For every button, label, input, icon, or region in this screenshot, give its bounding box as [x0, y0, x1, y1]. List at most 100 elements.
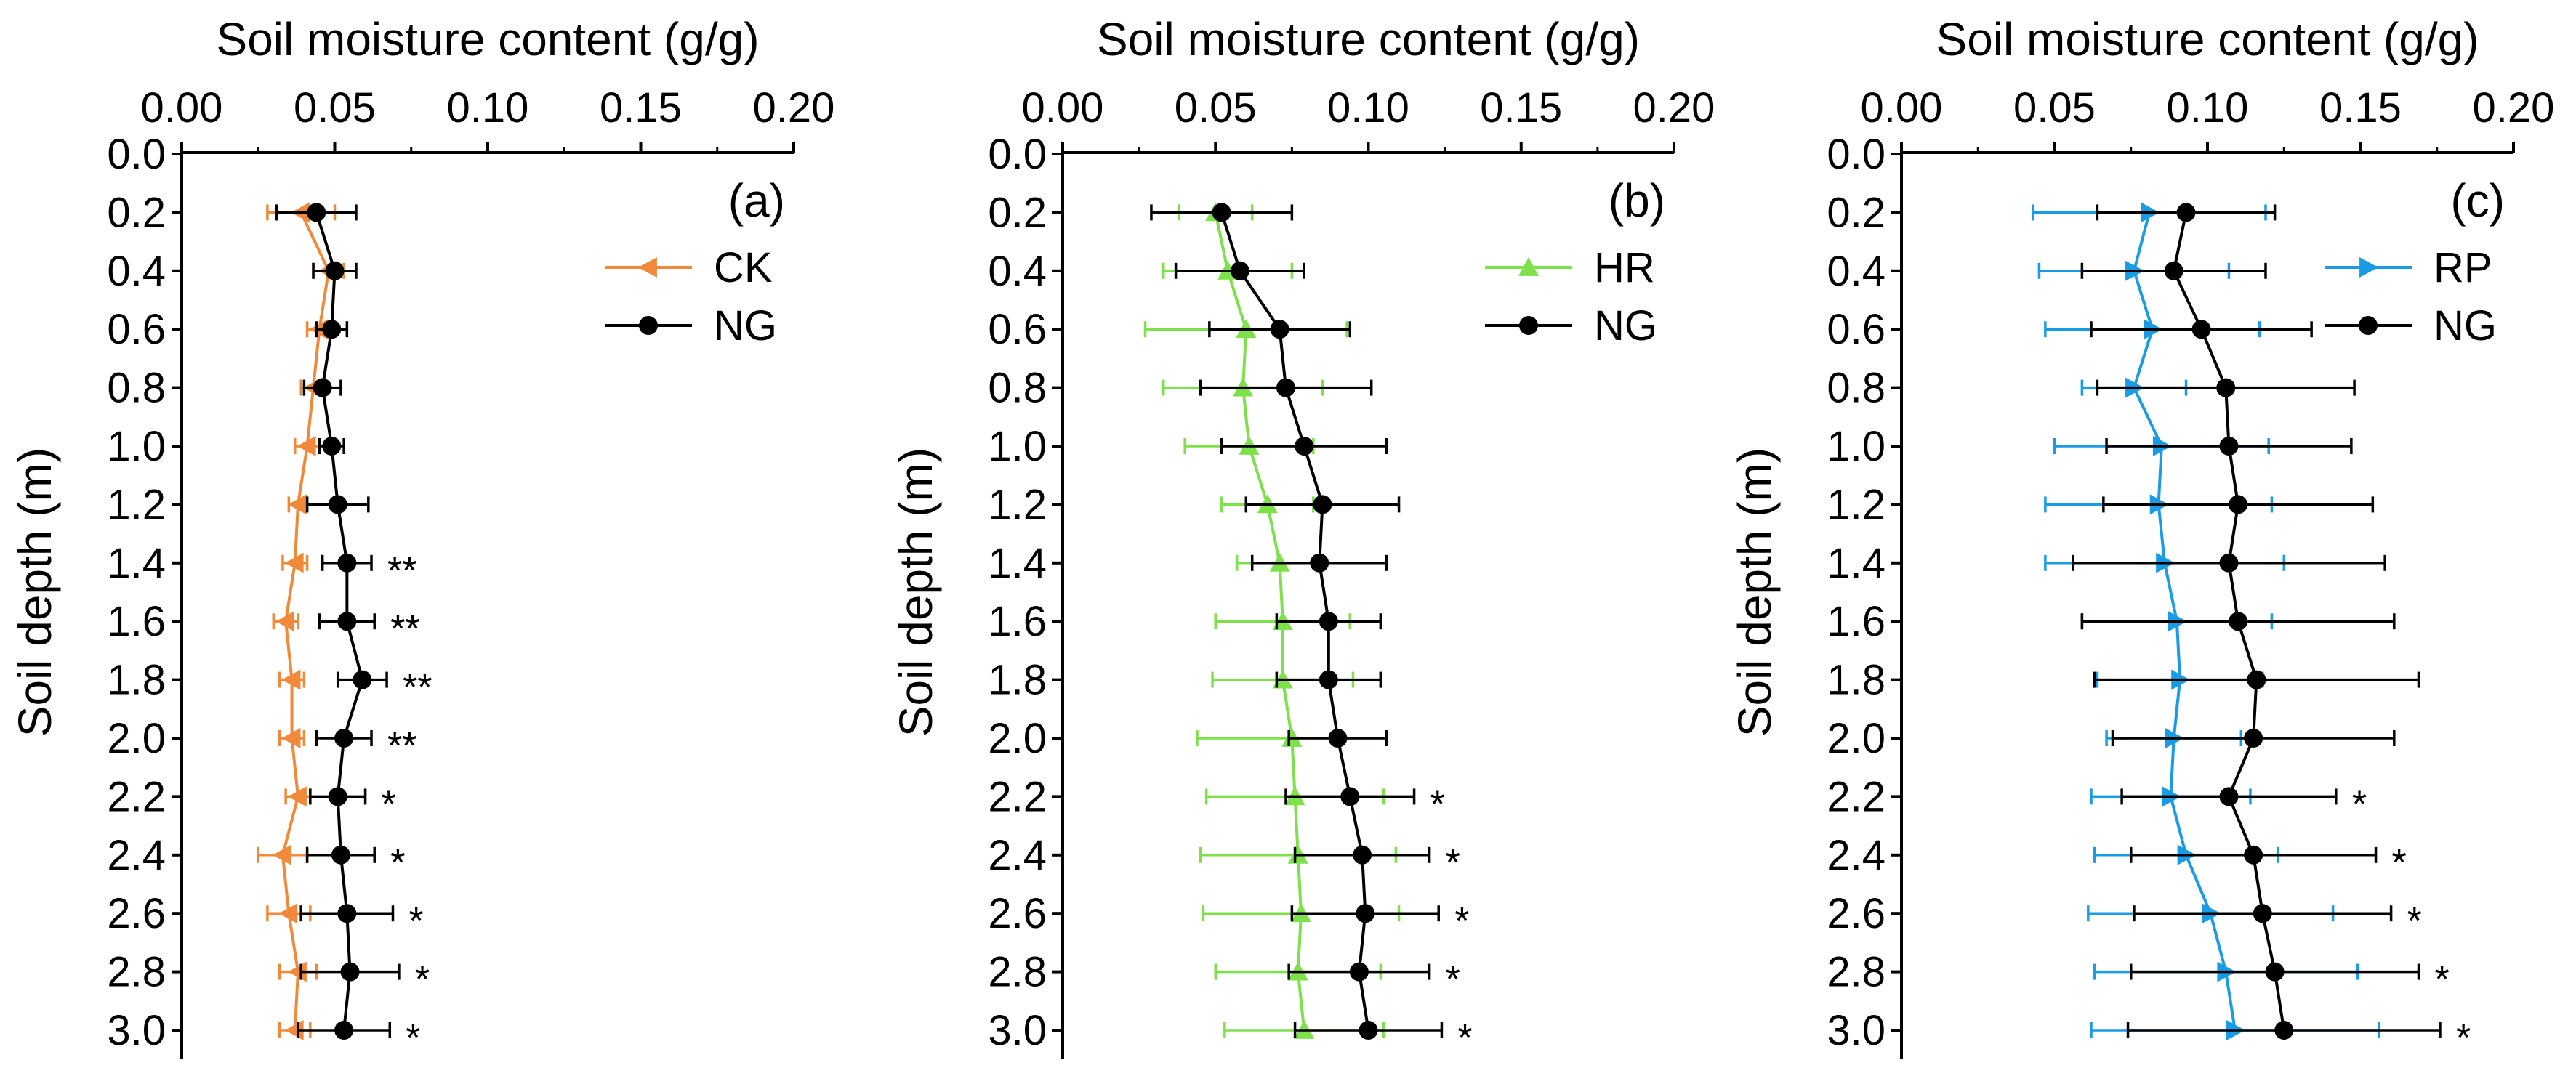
y-tick-label: 1.2	[988, 481, 1047, 528]
y-tick-label: 1.0	[988, 423, 1047, 470]
data-point	[1270, 320, 1289, 339]
data-point	[1230, 261, 1249, 280]
x-tick-label: 0.15	[2319, 84, 2402, 132]
data-point	[2191, 320, 2211, 339]
y-tick-label: 2.6	[1827, 890, 1885, 937]
data-point	[313, 378, 332, 397]
panel-label: (a)	[728, 174, 785, 227]
legend-label: NG	[2434, 302, 2497, 349]
data-point	[2253, 904, 2272, 923]
data-point	[2229, 612, 2248, 631]
data-point	[297, 436, 316, 456]
data-point	[340, 962, 360, 982]
data-point	[1313, 495, 1332, 514]
y-tick-label: 0.4	[988, 248, 1047, 295]
panel-label: (c)	[2450, 174, 2505, 227]
y-tick-label: 0.4	[107, 248, 166, 295]
y-axis-title: Soil depth (m)	[1728, 448, 1781, 737]
x-tick-label: 0.10	[447, 84, 529, 132]
y-tick-label: 0.2	[1827, 189, 1885, 236]
x-tick-label: 0.10	[1327, 84, 1409, 132]
y-axis-title: Soil depth (m)	[890, 448, 942, 737]
significance-marker: *	[1446, 959, 1460, 1001]
y-tick-label: 0.6	[1827, 306, 1885, 353]
significance-marker: *	[1454, 900, 1469, 942]
legend-entry-ng: NG	[1485, 302, 1657, 349]
legend-entry-ck: CK	[605, 244, 773, 291]
y-tick-label: 0.0	[1827, 131, 1885, 178]
x-tick-label: 0.20	[1633, 84, 1715, 132]
significance-marker: *	[1446, 842, 1460, 884]
significance-marker: *	[390, 842, 405, 884]
y-tick-label: 1.2	[107, 481, 166, 528]
data-point	[325, 261, 345, 280]
y-tick-label: 1.2	[1827, 481, 1885, 528]
data-point	[2244, 845, 2263, 865]
data-point	[2244, 729, 2263, 748]
y-tick-label: 2.0	[988, 715, 1047, 762]
legend-entry-ng: NG	[605, 302, 777, 349]
y-tick-label: 2.4	[107, 832, 166, 879]
x-tick-label: 0.00	[1022, 84, 1104, 132]
x-tick-label: 0.15	[600, 84, 682, 132]
x-axis-title: Soil moisture content (g/g)	[217, 13, 760, 65]
y-tick-label: 1.6	[107, 598, 166, 645]
legend-marker	[2359, 316, 2378, 335]
data-point	[2164, 261, 2183, 280]
significance-marker: **	[390, 608, 419, 650]
significance-marker: *	[2456, 1017, 2471, 1059]
significance-marker: *	[1430, 783, 1445, 825]
y-tick-label: 1.8	[107, 657, 166, 704]
data-point	[328, 495, 347, 514]
data-point	[272, 844, 291, 865]
legend-entry-rp: RP	[2325, 244, 2492, 291]
significance-marker: *	[2392, 842, 2407, 884]
y-tick-label: 2.8	[107, 949, 166, 996]
y-tick-label: 2.4	[1827, 832, 1885, 879]
data-point	[1310, 553, 1329, 573]
chart-panel-c: 0.00 0.05 0.10 0.15 0.20 Soil moisture conten…	[1728, 13, 2554, 1059]
y-tick-label: 0.8	[107, 365, 166, 412]
data-point	[2274, 1021, 2294, 1040]
data-point	[2219, 437, 2239, 456]
y-tick-label: 2.6	[107, 890, 166, 937]
x-axis-title: Soil moisture content (g/g)	[1936, 13, 2479, 65]
legend-entry-hr: HR	[1485, 244, 1655, 291]
y-tick-label: 2.8	[1827, 949, 1885, 996]
significance-marker: *	[2352, 783, 2367, 825]
legend-label: CK	[714, 244, 773, 291]
data-point	[2176, 203, 2196, 222]
significance-marker: *	[2434, 959, 2449, 1001]
x-tick-label: 0.05	[1175, 84, 1257, 132]
data-point	[334, 729, 354, 748]
data-point	[281, 669, 301, 690]
x-tick-label: 0.05	[294, 84, 376, 132]
y-tick-label: 0.0	[988, 131, 1047, 178]
data-point	[278, 903, 298, 924]
data-point	[328, 787, 347, 806]
data-point	[1212, 203, 1231, 222]
significance-marker: *	[415, 959, 430, 1001]
y-tick-label: 1.6	[988, 598, 1047, 645]
data-point	[1276, 378, 1295, 397]
legend-marker	[1519, 316, 1538, 335]
y-tick-label: 1.0	[107, 423, 166, 470]
data-point	[2219, 787, 2239, 806]
chart-panel-a: 0.00 0.05 0.10 0.15 0.20 Soil moisture conten…	[9, 13, 834, 1059]
x-tick-label: 0.20	[753, 84, 835, 132]
data-point	[2216, 378, 2236, 397]
y-tick-label: 2.0	[107, 715, 166, 762]
significance-marker: **	[403, 667, 432, 709]
chart-panel-b: 0.00 0.05 0.10 0.15 0.20 Soil moisture conten…	[890, 13, 1715, 1059]
data-point	[281, 728, 301, 748]
y-tick-label: 3.0	[988, 1007, 1047, 1054]
data-point	[1353, 845, 1372, 865]
x-tick-label: 0.00	[1861, 84, 1943, 132]
data-point	[1359, 1021, 1378, 1040]
data-point	[307, 203, 326, 222]
data-point	[2247, 670, 2266, 689]
data-point	[275, 611, 295, 632]
panel-label: (b)	[1609, 174, 1665, 227]
data-point	[2219, 553, 2239, 573]
